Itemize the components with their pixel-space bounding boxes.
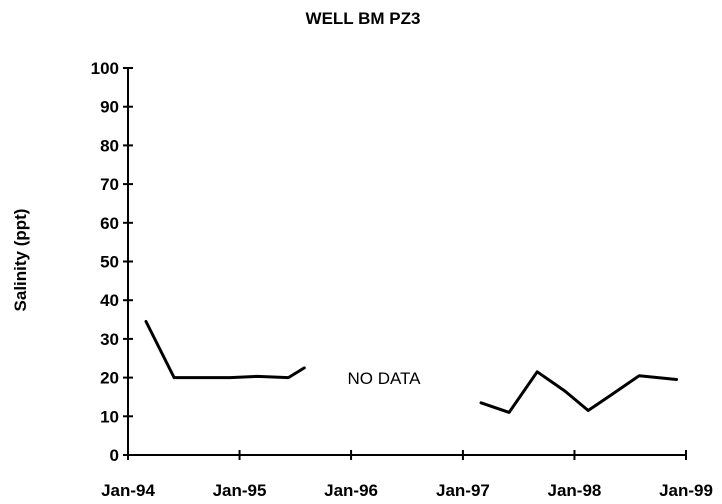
series-line-segment bbox=[144, 320, 306, 380]
y-tick-label: 60 bbox=[100, 214, 119, 233]
x-tick-label: Jan-98 bbox=[548, 481, 602, 500]
y-tick-label: 0 bbox=[110, 446, 119, 465]
axes: 0 10 20 30 40 50 60 70 80 90 100 Jan-94 Jan-95 Jan-96… bbox=[91, 59, 713, 500]
y-tick-label: 80 bbox=[100, 136, 119, 155]
x-tick-label: Jan-95 bbox=[213, 481, 267, 500]
x-tick-label: Jan-97 bbox=[436, 481, 490, 500]
y-tick-label: 100 bbox=[91, 59, 119, 78]
y-tick-label: 70 bbox=[100, 175, 119, 194]
x-tick-label: Jan-94 bbox=[101, 481, 155, 500]
y-tick-label: 20 bbox=[100, 369, 119, 388]
x-tick-label: Jan-99 bbox=[659, 481, 713, 500]
x-tick-label: Jan-96 bbox=[324, 481, 378, 500]
series-line-segment bbox=[479, 370, 678, 414]
y-tick-label: 90 bbox=[100, 98, 119, 117]
y-axis-label: Salinity (ppt) bbox=[11, 209, 30, 312]
y-tick-label: 30 bbox=[100, 330, 119, 349]
series-lines bbox=[144, 320, 678, 414]
no-data-annotation: NO DATA bbox=[347, 369, 421, 388]
y-tick-label: 40 bbox=[100, 291, 119, 310]
chart-title: WELL BM PZ3 bbox=[306, 9, 421, 28]
y-tick-label: 10 bbox=[100, 407, 119, 426]
y-tick-label: 50 bbox=[100, 253, 119, 272]
